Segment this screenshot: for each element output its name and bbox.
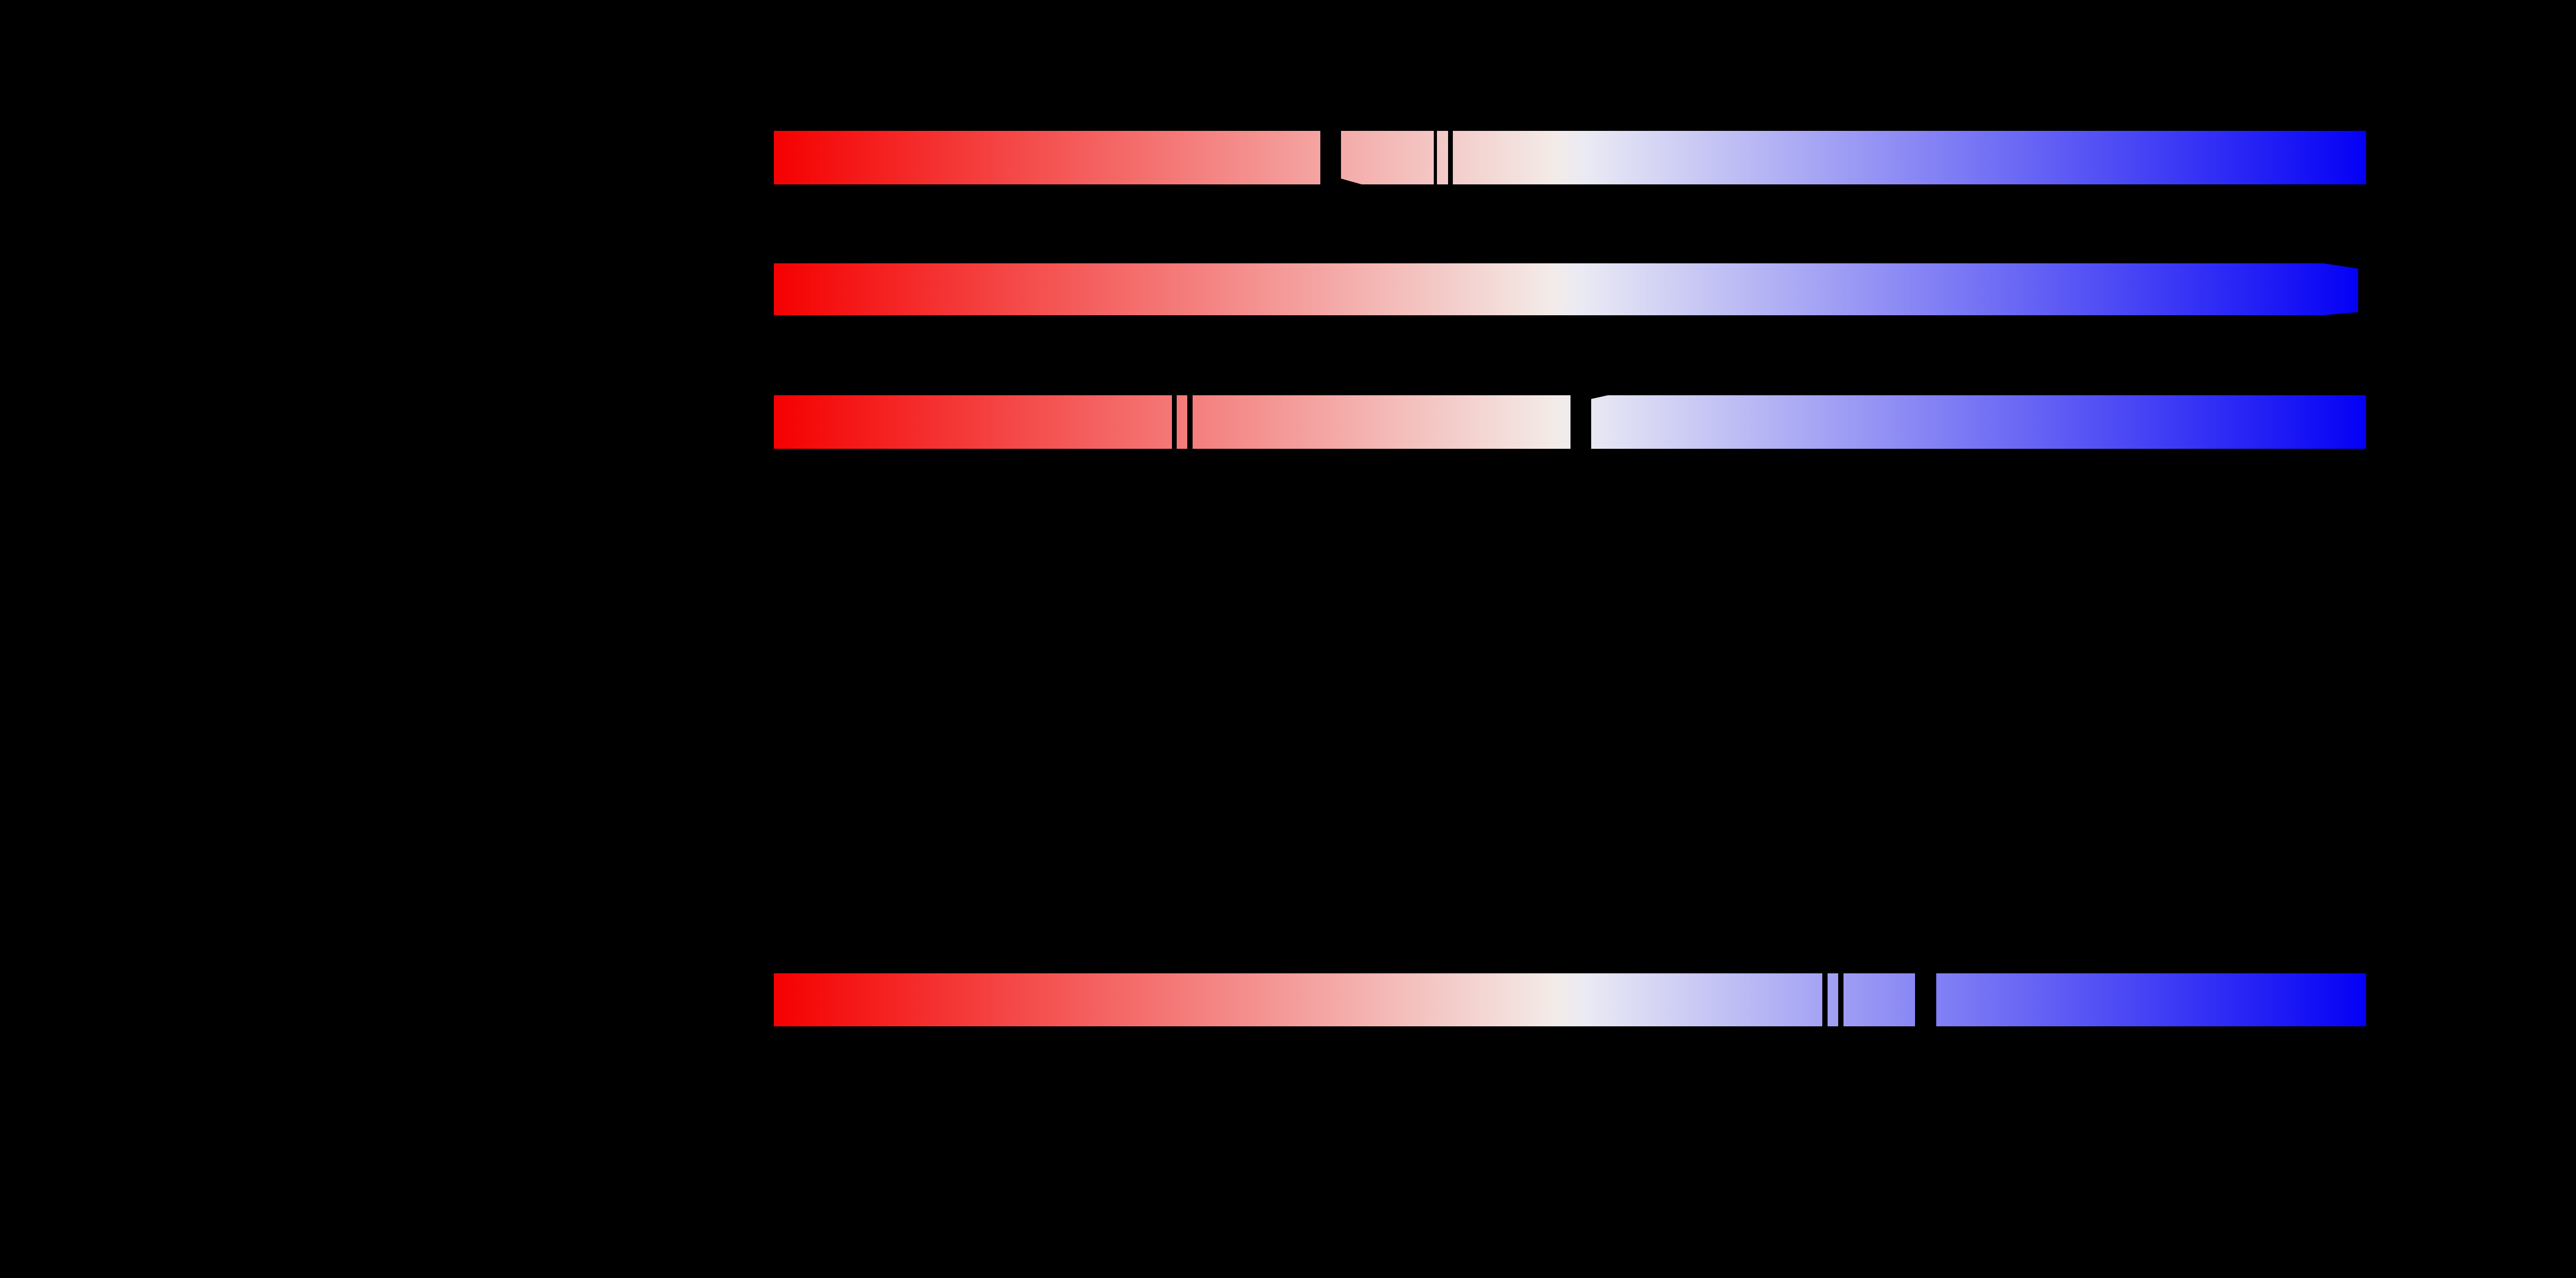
colormap-bar-2: [774, 263, 2358, 315]
colormap-bar-1: [774, 131, 2366, 184]
tick-mark-line: [1822, 973, 1828, 1026]
tick-mark-line: [1434, 131, 1437, 184]
tick-mark-line: [1448, 131, 1453, 184]
colormap-bar-4: [774, 973, 2366, 1026]
tick-mark-line: [1187, 395, 1193, 449]
tick-mark-gap: [1571, 395, 1591, 449]
tick-mark-gap: [1320, 131, 1341, 184]
tick-mark-gap: [1915, 973, 1936, 1026]
tick-mark-line: [1172, 395, 1177, 449]
tick-mark-line: [1838, 973, 1843, 1026]
colormap-bar-3: [774, 395, 2366, 449]
